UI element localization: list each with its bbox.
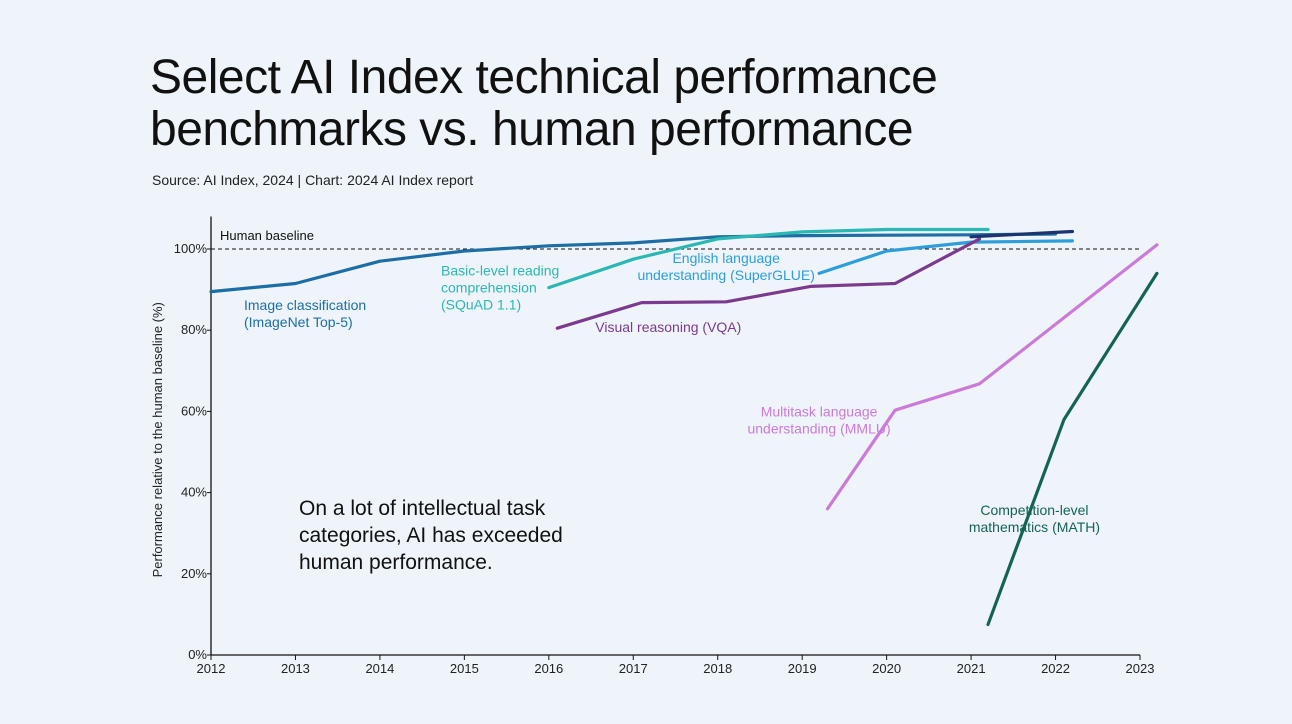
data-point [826, 507, 829, 511]
x-tick-label: 2020 [872, 661, 901, 676]
series-line-3 [555, 237, 982, 330]
data-point [817, 272, 821, 275]
data-point [463, 249, 466, 253]
data-point [978, 382, 981, 385]
data-point [209, 290, 213, 293]
series-label-3: Visual reasoning (VQA) [595, 319, 741, 335]
y-tick-label: 80% [181, 322, 207, 337]
data-point [378, 259, 382, 263]
data-point [1155, 272, 1159, 275]
data-point [1062, 418, 1066, 421]
chart-title-line-2: benchmarks vs. human performance [150, 103, 914, 156]
y-tick-label: 20% [181, 566, 207, 581]
chart-source: Source: AI Index, 2024 | Chart: 2024 AI … [152, 172, 474, 188]
series-label-1: comprehension [441, 279, 537, 295]
x-tick-label: 2021 [957, 661, 986, 676]
chart-title: Select AI Index technical performance be… [150, 52, 1190, 156]
data-point [978, 237, 981, 241]
series-line-1 [547, 227, 990, 290]
data-point [893, 282, 897, 285]
data-point [547, 286, 551, 289]
data-point [632, 241, 635, 245]
data-point [724, 300, 728, 303]
series-line-2 [817, 239, 1075, 275]
data-point [800, 230, 804, 234]
data-point [986, 623, 990, 626]
y-axis-label: Performance relative to the human baseli… [150, 302, 165, 577]
human-baseline-label: Human baseline [220, 228, 314, 243]
series-line-6 [986, 271, 1159, 627]
series-label-0: (ImageNet Top-5) [244, 314, 353, 330]
data-point [800, 234, 804, 237]
chart-annotation: human performance. [299, 551, 493, 574]
series-label-5: understanding (MMLU) [747, 421, 890, 437]
data-point [986, 228, 990, 231]
data-point [885, 228, 888, 231]
chart-annotation: On a lot of intellectual task [299, 497, 546, 520]
x-tick-label: 2012 [197, 661, 226, 676]
chart-title-line-1: Select AI Index technical performance [150, 51, 938, 104]
data-point [885, 249, 888, 253]
y-tick-label: 60% [181, 403, 207, 418]
x-tick-label: 2017 [619, 661, 648, 676]
x-tick-label: 2016 [534, 661, 563, 676]
x-tick-label: 2013 [281, 661, 310, 676]
data-point [547, 244, 551, 247]
series-line-5 [825, 243, 1159, 511]
data-point [1155, 243, 1159, 247]
x-tick-label: 2019 [788, 661, 817, 676]
data-point [809, 285, 812, 288]
data-point [969, 235, 973, 239]
series-label-6: Competition-level [980, 502, 1088, 518]
x-tick-label: 2015 [450, 661, 479, 676]
series-label-2: English language [672, 250, 780, 266]
series-line-4 [969, 229, 1075, 239]
series-label-2: understanding (SuperGLUE) [637, 267, 814, 283]
data-point [1071, 239, 1074, 243]
chart-annotation: categories, AI has exceeded [299, 524, 563, 547]
series-label-0: Image classification [244, 297, 366, 313]
y-tick-label: 0% [188, 647, 207, 662]
data-point [294, 282, 297, 285]
x-tick-label: 2022 [1041, 661, 1070, 676]
series-label-1: (SQuAD 1.1) [441, 296, 521, 312]
data-point [556, 326, 559, 330]
x-tick-label: 2023 [1126, 661, 1155, 676]
data-point [885, 233, 888, 237]
x-tick-label: 2018 [703, 661, 732, 676]
y-tick-label: 100% [174, 241, 208, 256]
data-point [716, 237, 719, 241]
data-point [640, 301, 643, 304]
data-point [893, 408, 897, 412]
x-tick-label: 2014 [365, 661, 394, 676]
series-label-6: mathematics (MATH) [969, 519, 1100, 535]
data-point [632, 257, 635, 261]
series-label-5: Multitask language [761, 404, 878, 420]
series-label-1: Basic-level reading [441, 262, 559, 278]
y-tick-label: 40% [181, 485, 207, 500]
data-point [1071, 230, 1074, 233]
